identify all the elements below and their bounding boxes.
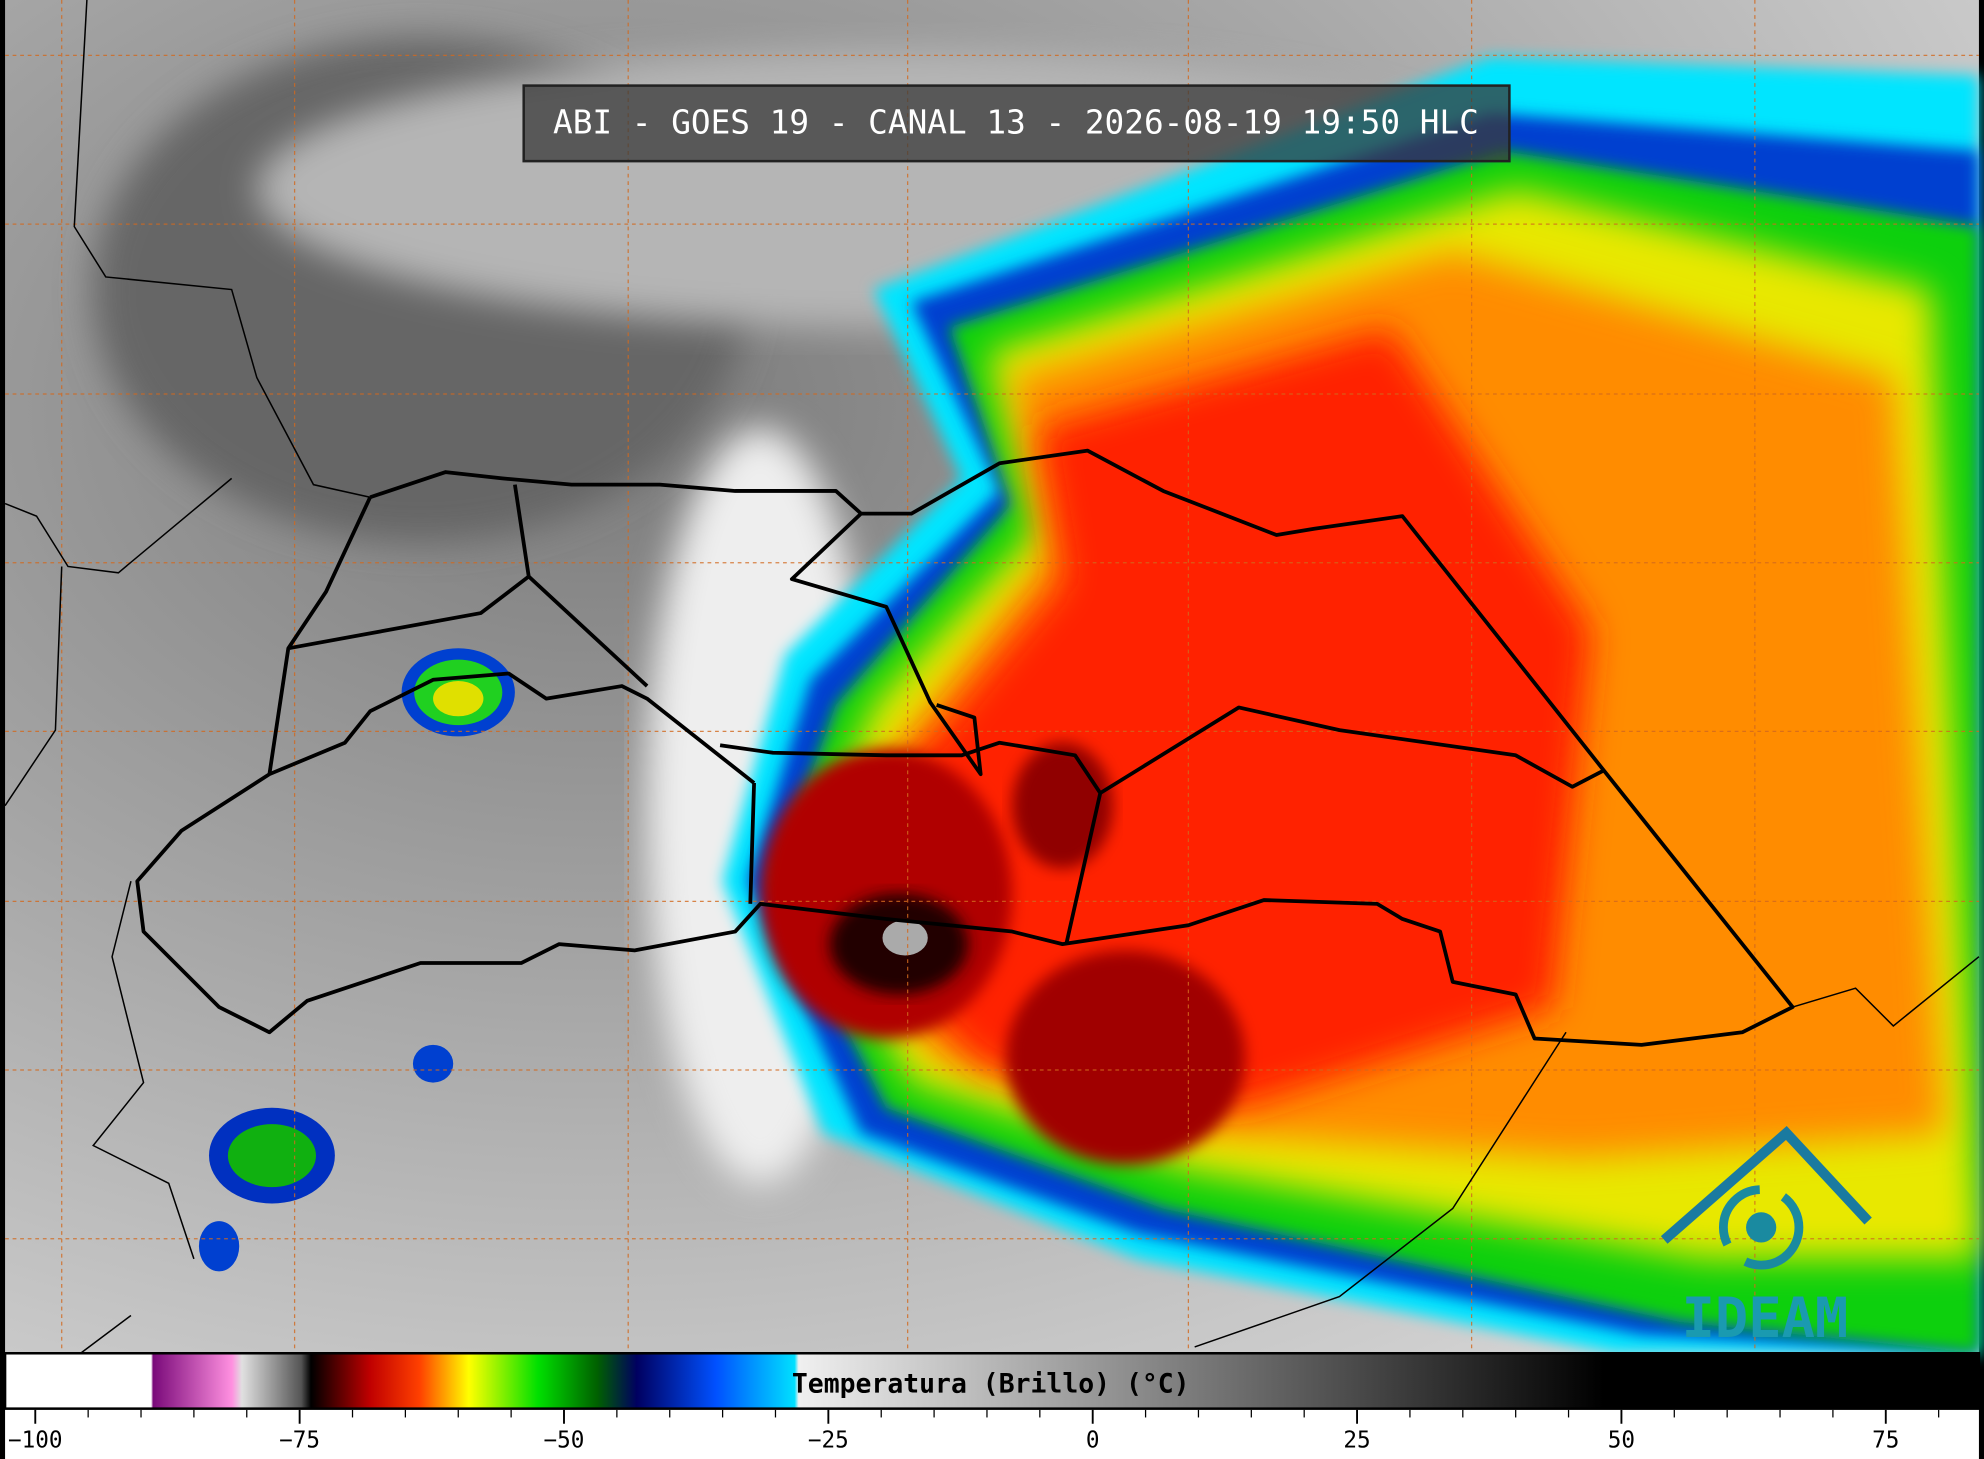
tick-label: 0 [1086, 1428, 1100, 1454]
tick-label: −50 [544, 1428, 585, 1454]
tick-label: −75 [279, 1428, 320, 1454]
boundaries [4, 0, 1980, 1354]
tick-label: 50 [1608, 1428, 1635, 1454]
title: ABI - GOES 19 - CANAL 13 - 2026-08-19 19… [553, 103, 1479, 141]
tick-label: 75 [1872, 1428, 1899, 1454]
logo: IDEAM [1660, 1125, 1872, 1351]
colorbar: Temperatura (Brillo) (°C) [3, 1351, 1981, 1410]
logo-text: IDEAM [1682, 1287, 1849, 1351]
colorbar-label: Temperatura (Brillo) (°C) [792, 1368, 1190, 1399]
tick-label: −25 [808, 1428, 849, 1454]
tick-label: −100 [8, 1428, 63, 1454]
title-box: ABI - GOES 19 - CANAL 13 - 2026-08-19 19… [522, 84, 1511, 163]
imagery [5, 0, 1979, 1354]
tick-label: 25 [1343, 1428, 1370, 1454]
